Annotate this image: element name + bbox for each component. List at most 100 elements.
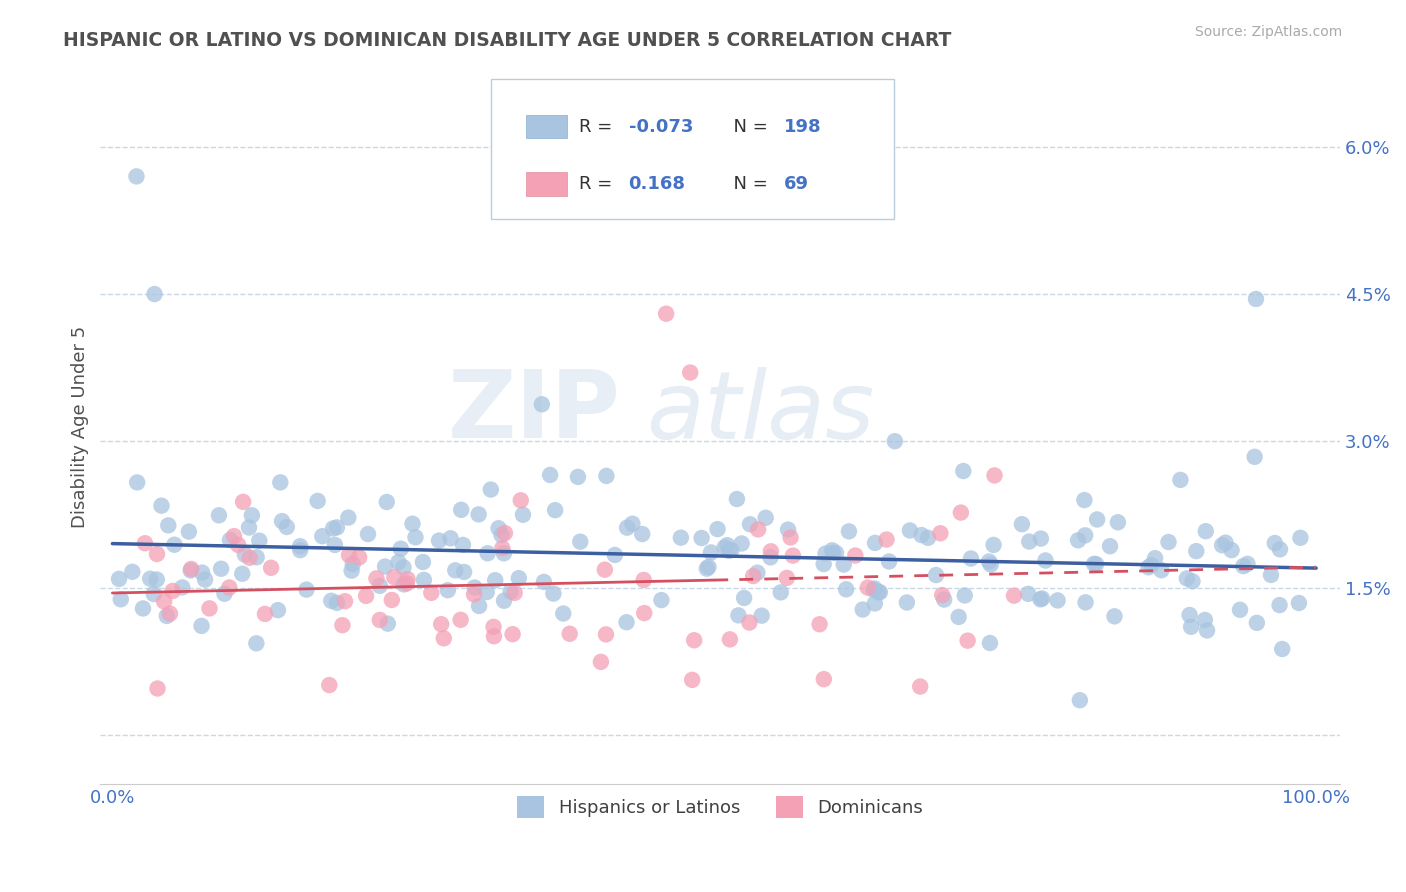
Point [1181, 574, 1204, 589]
Point [153, 594, 176, 608]
Point [444, 563, 467, 577]
Point [543, 586, 565, 600]
Point [332, 618, 354, 632]
Point [779, 530, 801, 544]
Point [1175, 571, 1198, 585]
Point [1104, 609, 1126, 624]
Point [508, 571, 530, 585]
Point [1144, 551, 1167, 566]
Point [322, 521, 344, 535]
Point [1215, 535, 1237, 549]
Point [499, 584, 522, 599]
Point [863, 596, 886, 610]
Bar [526, 115, 567, 138]
Point [929, 526, 952, 541]
Point [1157, 535, 1180, 549]
Point [1085, 512, 1108, 526]
Point [1289, 531, 1312, 545]
Point [475, 585, 498, 599]
Point [1085, 557, 1108, 571]
Point [952, 464, 974, 478]
Text: R =: R = [579, 118, 619, 136]
Point [1140, 558, 1163, 572]
Point [983, 538, 1005, 552]
Point [1264, 536, 1286, 550]
Point [633, 573, 655, 587]
Point [1268, 542, 1291, 557]
Point [488, 521, 510, 535]
Text: -0.073: -0.073 [628, 118, 693, 136]
Point [326, 520, 349, 534]
Text: N =: N = [721, 118, 773, 136]
Point [484, 573, 506, 587]
Text: N =: N = [721, 175, 773, 194]
Point [838, 524, 860, 539]
Point [180, 563, 202, 577]
Point [468, 599, 491, 613]
Point [494, 526, 516, 541]
Point [347, 550, 370, 565]
Point [134, 536, 156, 550]
Point [813, 672, 835, 686]
Point [814, 547, 837, 561]
Point [450, 613, 472, 627]
Point [1046, 593, 1069, 607]
Point [863, 536, 886, 550]
Point [844, 549, 866, 563]
Point [1083, 557, 1105, 571]
Point [146, 573, 169, 587]
Point [747, 522, 769, 536]
Point [1229, 603, 1251, 617]
Point [269, 475, 291, 490]
Point [150, 499, 173, 513]
Y-axis label: Disability Age Under 5: Disability Age Under 5 [72, 326, 89, 527]
Point [121, 565, 143, 579]
Point [631, 527, 654, 541]
Point [509, 493, 531, 508]
Point [337, 548, 360, 562]
Point [980, 558, 1002, 572]
Point [491, 541, 513, 556]
Point [690, 531, 713, 545]
Point [222, 529, 245, 543]
Point [616, 615, 638, 630]
Point [567, 470, 589, 484]
Point [835, 582, 858, 597]
Point [738, 615, 761, 630]
Point [977, 554, 1000, 568]
Point [323, 538, 346, 552]
Point [321, 594, 343, 608]
Point [238, 520, 260, 534]
Point [1220, 543, 1243, 558]
Point [260, 561, 283, 575]
Point [1232, 559, 1254, 574]
Point [412, 555, 434, 569]
Point [337, 510, 360, 524]
Point [307, 494, 329, 508]
Point [1107, 516, 1129, 530]
Point [375, 495, 398, 509]
Point [311, 529, 333, 543]
Point [776, 571, 799, 585]
Point [288, 539, 311, 553]
Point [482, 620, 505, 634]
Point [247, 533, 270, 548]
Point [852, 602, 875, 616]
Point [1029, 532, 1052, 546]
Point [318, 678, 340, 692]
Point [713, 541, 735, 555]
Point [742, 569, 765, 583]
Point [633, 606, 655, 620]
Point [697, 560, 720, 574]
Text: 0.168: 0.168 [628, 175, 686, 194]
Point [392, 577, 415, 591]
Point [1178, 607, 1201, 622]
Point [925, 568, 948, 582]
Point [813, 557, 835, 571]
Bar [526, 172, 567, 196]
Point [669, 531, 692, 545]
Text: ZIP: ZIP [449, 366, 621, 458]
Point [159, 607, 181, 621]
Point [368, 613, 391, 627]
Point [603, 548, 626, 562]
